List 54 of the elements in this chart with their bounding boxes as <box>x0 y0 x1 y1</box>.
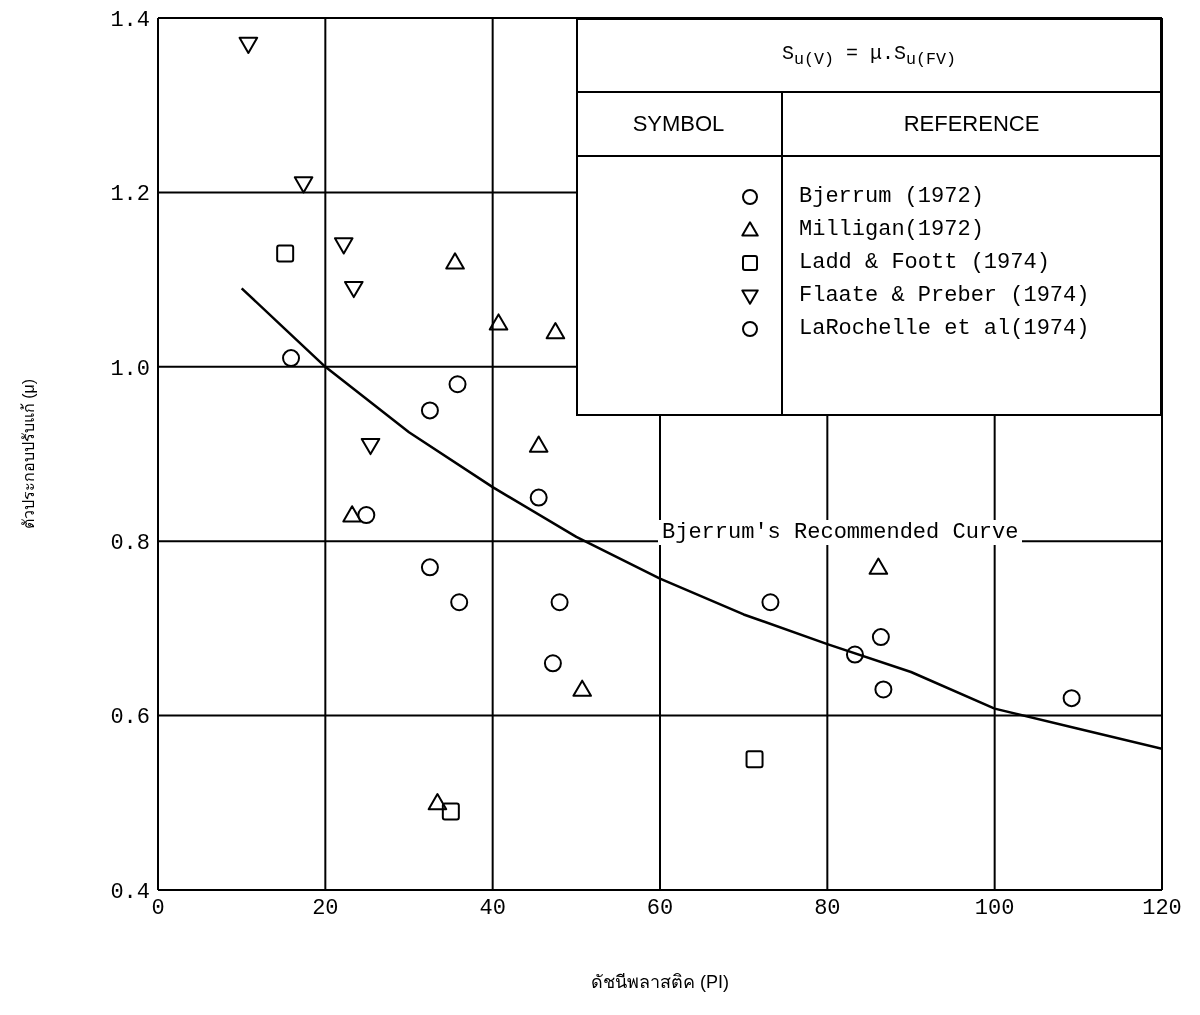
point <box>360 437 381 456</box>
x-tick-label: 40 <box>479 895 506 921</box>
point <box>488 313 509 331</box>
point <box>868 557 889 575</box>
point <box>528 435 549 453</box>
point <box>448 375 467 394</box>
point <box>543 654 562 673</box>
x-tick-label: 0 <box>151 895 165 921</box>
legend-label: Flaate & Preber (1974) <box>798 283 1090 308</box>
point <box>427 793 448 811</box>
point <box>238 36 259 54</box>
point <box>282 349 301 368</box>
point <box>293 176 314 194</box>
point <box>445 252 465 270</box>
x-tick-label: 100 <box>974 895 1015 921</box>
point <box>357 506 376 525</box>
legend-label: Bjerrum (1972) <box>798 184 984 209</box>
point <box>276 244 295 263</box>
y-tick-label: 0.6 <box>110 705 150 731</box>
x-tick-label: 20 <box>312 895 339 921</box>
series-label: Bjerrum's Recommended Curve <box>658 520 1023 545</box>
y-tick-label: 1.2 <box>110 182 150 208</box>
legend-label: Milligan(1972) <box>798 217 984 242</box>
annotation: SYMBOL <box>631 110 726 138</box>
point <box>420 401 439 420</box>
point <box>874 680 893 699</box>
point <box>343 280 364 299</box>
x-axis-title: ดัชนีพลาสติค (PI) <box>591 972 729 992</box>
y-tick-label: 1.4 <box>110 7 150 33</box>
point <box>761 593 780 612</box>
point <box>420 558 439 577</box>
point <box>450 593 469 612</box>
point <box>529 488 548 507</box>
y-tick-label: 0.8 <box>110 531 150 557</box>
legend-title: S$_{u(V)}$ = μ.S$_{u(FV)}$ <box>782 41 956 69</box>
point <box>1062 689 1081 708</box>
point <box>550 593 569 612</box>
point <box>745 750 764 769</box>
point <box>333 237 354 255</box>
point <box>572 679 592 697</box>
point <box>342 505 362 523</box>
point <box>545 322 566 340</box>
y-tick-label: 1.0 <box>110 356 150 382</box>
legend-label: Ladd & Foott (1974) <box>798 250 1050 275</box>
x-tick-label: 120 <box>1142 895 1182 921</box>
point <box>845 645 864 664</box>
y-axis-title: ตัวประกอบปรับแก้ (μ) <box>19 378 37 530</box>
point <box>441 802 460 821</box>
x-tick-label: 60 <box>646 895 674 921</box>
legend-label: LaRochelle et al(1974) <box>798 316 1090 341</box>
annotation: REFERENCE <box>902 110 1041 138</box>
point <box>871 628 890 647</box>
y-tick-label: 0.4 <box>110 879 150 905</box>
x-tick-label: 80 <box>814 895 841 921</box>
